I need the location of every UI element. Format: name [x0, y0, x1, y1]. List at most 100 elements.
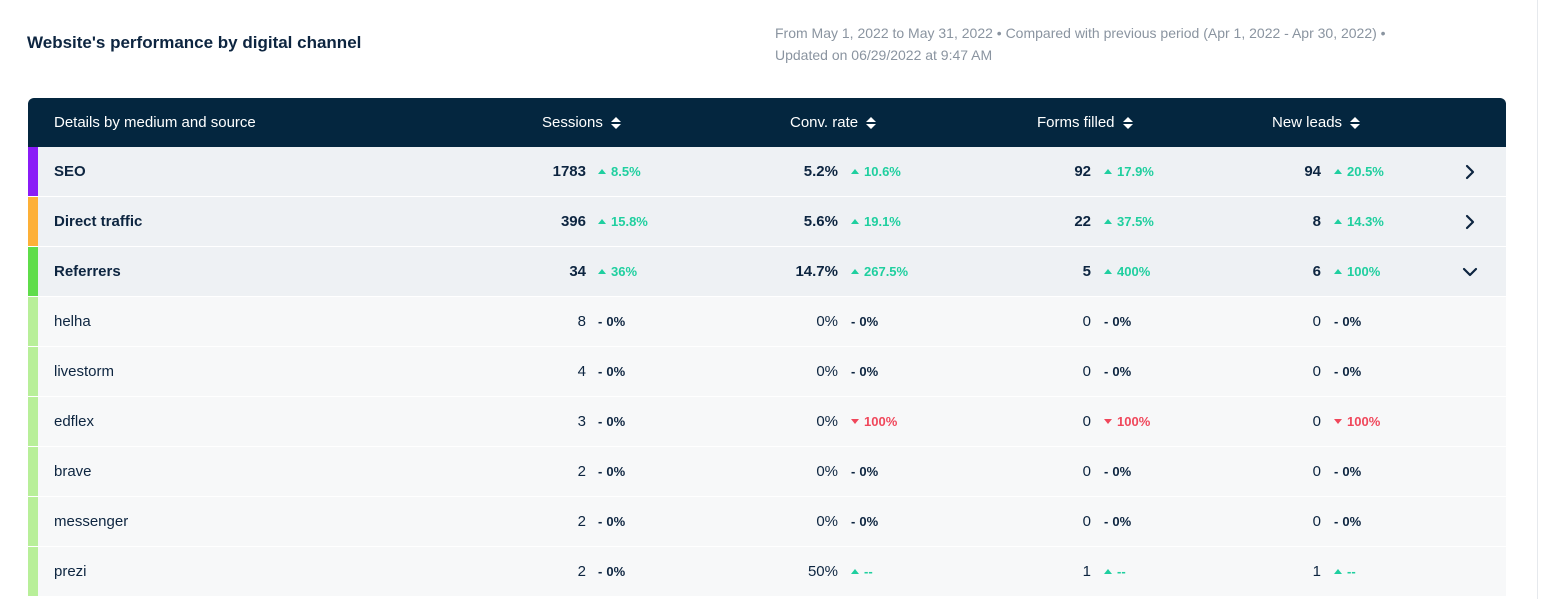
chevron-down-icon[interactable]: [1460, 247, 1480, 296]
chevron-right-icon[interactable]: [1460, 197, 1480, 246]
change-indicator: 400%: [1104, 247, 1150, 296]
metric-value: 396: [560, 213, 586, 230]
table-row: edflex 3-0% 0% 100% 0 100% 0 100%: [28, 397, 1506, 447]
metric-value: 50%: [807, 563, 838, 580]
table-row: prezi 2-0% 50% -- 1 -- 1 --: [28, 547, 1506, 597]
metric-value: 34: [569, 263, 586, 280]
change-indicator: 267.5%: [851, 247, 908, 296]
sort-icon[interactable]: [610, 116, 621, 129]
triangle-up-icon: [851, 269, 859, 274]
change-value: 0%: [1112, 514, 1132, 529]
change-value: 0%: [1342, 364, 1362, 379]
sort-icon[interactable]: [1122, 116, 1133, 129]
channel-label: edflex: [54, 413, 95, 430]
change-value: 10.6%: [864, 164, 901, 179]
channel-color-bar: [28, 347, 38, 396]
change-indicator: 8.5%: [598, 147, 641, 196]
change-indicator: 100%: [1104, 397, 1150, 446]
change-indicator: -0%: [851, 297, 878, 346]
chevron-right-icon[interactable]: [1460, 147, 1480, 196]
change-indicator: 17.9%: [1104, 147, 1154, 196]
dash-icon: -: [851, 514, 856, 529]
change-value: 0%: [606, 364, 626, 379]
metric-value: 5.2%: [803, 163, 838, 180]
column-header-sessions[interactable]: Sessions: [542, 98, 621, 147]
metric-value: 0: [1312, 513, 1321, 530]
change-value: 100%: [1347, 414, 1381, 429]
column-header-conv-rate[interactable]: Conv. rate: [790, 98, 877, 147]
change-value: 0%: [859, 364, 879, 379]
channel-label: livestorm: [54, 363, 115, 380]
change-value: 14.3%: [1347, 214, 1384, 229]
triangle-up-icon: [598, 169, 606, 174]
table-row[interactable]: Direct traffic 396 15.8% 5.6% 19.1% 22 37.5% 8 1…: [28, 197, 1506, 247]
change-value: --: [1347, 564, 1356, 579]
change-indicator: 19.1%: [851, 197, 901, 246]
change-value: 0%: [1342, 464, 1362, 479]
dash-icon: -: [1104, 464, 1109, 479]
channel-performance-table: Details by medium and source Sessions Co…: [28, 98, 1506, 597]
metric-value: 0%: [816, 363, 838, 380]
table-body: SEO 1783 8.5% 5.2% 10.6% 92 17.9% 94 20.5% Direct…: [28, 147, 1506, 597]
change-value: 15.8%: [611, 214, 648, 229]
change-indicator: -0%: [598, 347, 625, 396]
dash-icon: -: [598, 464, 603, 479]
dash-icon: -: [1334, 314, 1339, 329]
change-value: 100%: [1117, 414, 1151, 429]
triangle-up-icon: [1104, 169, 1112, 174]
triangle-up-icon: [1104, 219, 1112, 224]
triangle-up-icon: [851, 219, 859, 224]
dash-icon: -: [851, 364, 856, 379]
change-value: 0%: [859, 464, 879, 479]
column-header-label: Details by medium and source: [54, 114, 256, 131]
triangle-up-icon: [1104, 269, 1112, 274]
change-indicator: 14.3%: [1334, 197, 1384, 246]
change-indicator: -0%: [1104, 297, 1131, 346]
table-row[interactable]: Referrers 34 36% 14.7% 267.5% 5 400% 6 100%: [28, 247, 1506, 297]
change-indicator: -0%: [1104, 447, 1131, 496]
change-indicator: 20.5%: [1334, 147, 1384, 196]
page-title: Website's performance by digital channel: [27, 33, 362, 52]
change-value: 0%: [1112, 364, 1132, 379]
metric-value: 94: [1304, 163, 1321, 180]
metric-value: 0: [1082, 513, 1091, 530]
change-value: --: [864, 564, 873, 579]
change-value: 8.5%: [611, 164, 641, 179]
column-header-forms-filled[interactable]: Forms filled: [1037, 98, 1133, 147]
sort-icon[interactable]: [866, 116, 877, 129]
channel-label: Direct traffic: [54, 213, 143, 230]
change-value: 400%: [1117, 264, 1151, 279]
triangle-down-icon: [851, 419, 859, 424]
change-indicator: 100%: [1334, 397, 1380, 446]
triangle-up-icon: [1104, 569, 1112, 574]
change-indicator: -0%: [1104, 347, 1131, 396]
right-divider: [1537, 0, 1538, 599]
channel-label: SEO: [54, 163, 86, 180]
metric-value: 0: [1312, 363, 1321, 380]
metric-value: 4: [577, 363, 586, 380]
change-value: 17.9%: [1117, 164, 1154, 179]
change-indicator: -0%: [1334, 447, 1361, 496]
change-indicator: --: [851, 547, 873, 596]
channel-color-bar: [28, 447, 38, 496]
metric-value: 8: [1312, 213, 1321, 230]
metric-value: 14.7%: [795, 263, 838, 280]
metric-value: 0%: [816, 413, 838, 430]
dash-icon: -: [851, 314, 856, 329]
triangle-up-icon: [1334, 269, 1342, 274]
metric-value: 0%: [816, 513, 838, 530]
triangle-up-icon: [851, 569, 859, 574]
change-value: --: [1117, 564, 1126, 579]
change-value: 0%: [606, 464, 626, 479]
column-header-new-leads[interactable]: New leads: [1272, 98, 1361, 147]
sort-icon[interactable]: [1350, 116, 1361, 129]
dash-icon: -: [598, 414, 603, 429]
dash-icon: -: [1104, 364, 1109, 379]
metric-value: 5: [1082, 263, 1091, 280]
triangle-down-icon: [1334, 419, 1342, 424]
metric-value: 0: [1312, 413, 1321, 430]
channel-label: helha: [54, 313, 91, 330]
change-indicator: 37.5%: [1104, 197, 1154, 246]
change-indicator: -0%: [851, 347, 878, 396]
table-row[interactable]: SEO 1783 8.5% 5.2% 10.6% 92 17.9% 94 20.5%: [28, 147, 1506, 197]
